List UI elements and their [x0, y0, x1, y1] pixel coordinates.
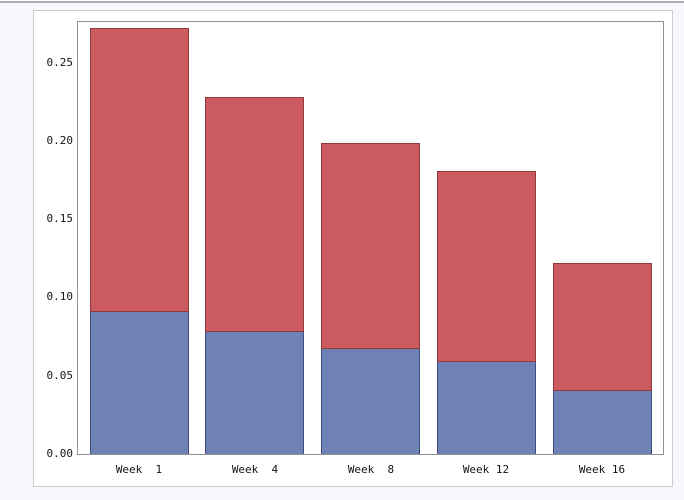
- y-axis-tick-label-4: 0.20: [46, 134, 74, 147]
- x-axis-label-3: Week 8: [347, 463, 395, 476]
- bar-segment-top-red-4: [437, 171, 536, 362]
- x-axis-label-1: Week 1: [115, 463, 163, 476]
- bar-segment-top-red-3: [321, 143, 420, 349]
- bar-segment-bottom-blue-1: [90, 312, 189, 454]
- x-axis-label-5: Week 16: [578, 463, 626, 476]
- bar-segment-top-red-5: [553, 263, 652, 391]
- y-axis-tick-label-2: 0.10: [46, 290, 74, 303]
- bar-segment-bottom-blue-3: [321, 349, 420, 454]
- bar-segment-bottom-blue-5: [553, 391, 652, 454]
- bar-segment-bottom-blue-4: [437, 362, 536, 454]
- bar-segment-top-red-1: [90, 28, 189, 312]
- x-axis-label-4: Week 12: [462, 463, 510, 476]
- chart-panel: Week 1 Week 4 Week 8 Week 12 Week 16 0.00 0.05…: [33, 10, 673, 487]
- bar-segment-bottom-blue-2: [205, 332, 304, 454]
- y-axis-tick-label-1: 0.05: [46, 369, 74, 382]
- y-axis-tick-label-3: 0.15: [46, 212, 74, 225]
- plot-area: [77, 21, 664, 455]
- x-axis-label-2: Week 4: [231, 463, 279, 476]
- window-top-border: [0, 1, 684, 3]
- top-edge-highlight: [0, 0, 684, 1]
- bar-segment-top-red-2: [205, 97, 304, 332]
- y-axis-tick-label-5: 0.25: [46, 56, 74, 69]
- y-axis-tick-label-0: 0.00: [46, 447, 74, 460]
